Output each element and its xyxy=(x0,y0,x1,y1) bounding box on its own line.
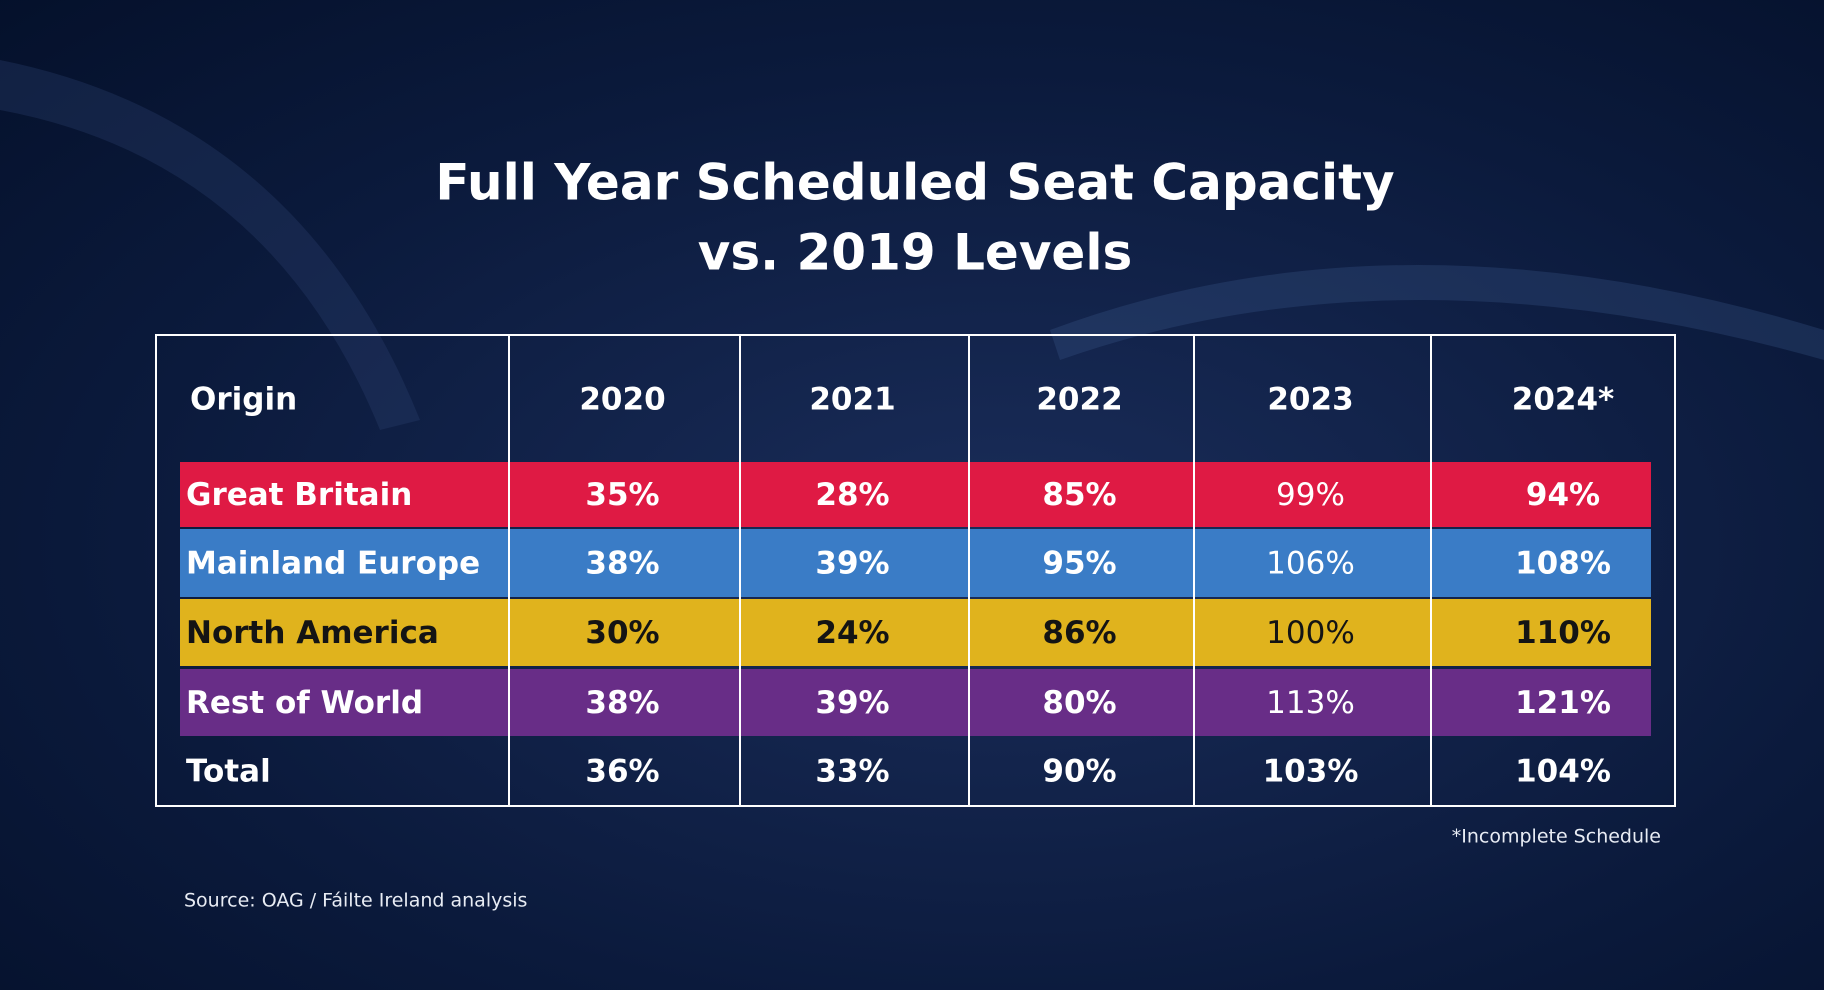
row-label: North America xyxy=(186,615,439,651)
cell: 113% xyxy=(1266,685,1355,721)
row-band xyxy=(180,669,1651,736)
header-cell: 2024* xyxy=(1512,382,1615,418)
cell: 106% xyxy=(1266,546,1355,582)
cell: 104% xyxy=(1515,754,1611,790)
header-cell: Origin xyxy=(190,382,297,418)
cell: 39% xyxy=(815,546,889,582)
row-label: Mainland Europe xyxy=(186,546,480,582)
header-cell: 2023 xyxy=(1267,382,1353,418)
background-arch xyxy=(1050,265,1824,360)
cell: 35% xyxy=(585,477,659,513)
cell: 24% xyxy=(815,615,889,651)
source: Source: OAG / Fáilte Ireland analysis xyxy=(184,890,527,912)
title: Full Year Scheduled Seat Capacity xyxy=(435,154,1394,212)
cell: 86% xyxy=(1042,615,1116,651)
cell: 85% xyxy=(1042,477,1116,513)
cell: 110% xyxy=(1515,615,1611,651)
table-border xyxy=(155,334,1676,807)
cell: 103% xyxy=(1263,754,1359,790)
header-cell: 2021 xyxy=(809,382,895,418)
row-label: Rest of World xyxy=(186,685,423,721)
cell: 38% xyxy=(585,685,659,721)
cell: 38% xyxy=(585,546,659,582)
background-arch xyxy=(0,60,420,430)
header-cell: 2022 xyxy=(1036,382,1122,418)
cell: 121% xyxy=(1515,685,1611,721)
row-band xyxy=(180,462,1651,527)
cell: 30% xyxy=(585,615,659,651)
row-label: Total xyxy=(186,754,271,790)
row-band xyxy=(180,599,1651,666)
footnote: *Incomplete Schedule xyxy=(1452,826,1661,848)
cell: 90% xyxy=(1042,754,1116,790)
cell: 39% xyxy=(815,685,889,721)
row-band xyxy=(180,529,1651,597)
cell: 33% xyxy=(815,754,889,790)
cell: 94% xyxy=(1526,477,1600,513)
cell: 28% xyxy=(815,477,889,513)
cell: 95% xyxy=(1042,546,1116,582)
title: vs. 2019 Levels xyxy=(698,224,1133,282)
cell: 100% xyxy=(1266,615,1355,651)
cell: 108% xyxy=(1515,546,1611,582)
row-label: Great Britain xyxy=(186,477,412,513)
table: Origin 2020 2021 2022 2023 2024* Great Britain… xyxy=(155,334,1676,807)
cell: 36% xyxy=(585,754,659,790)
header-cell: 2020 xyxy=(579,382,665,418)
cell: 99% xyxy=(1276,477,1345,513)
cell: 80% xyxy=(1042,685,1116,721)
